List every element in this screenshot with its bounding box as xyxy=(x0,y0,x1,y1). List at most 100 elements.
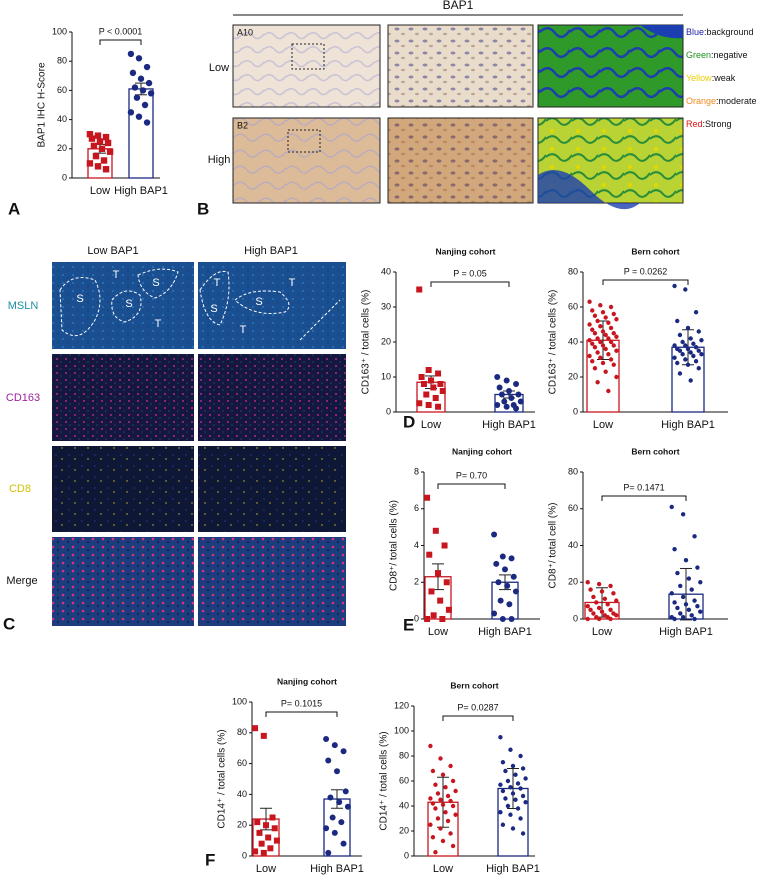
region-outline xyxy=(234,290,290,314)
y-axis-label: CD163⁺ / total cells (%) xyxy=(361,290,372,395)
data-point xyxy=(608,583,613,589)
data-point xyxy=(515,781,521,786)
data-point xyxy=(585,603,590,609)
data-point xyxy=(260,732,267,739)
data-point xyxy=(689,613,694,618)
data-point xyxy=(450,778,456,784)
data-point xyxy=(106,148,114,155)
data-point xyxy=(271,825,278,832)
data-point xyxy=(437,381,444,387)
data-point xyxy=(596,581,602,587)
chart-title: Nanjing cohort xyxy=(452,446,512,456)
row-label: CD8 xyxy=(9,483,31,495)
data-point xyxy=(500,822,506,827)
panel-letter: B xyxy=(197,199,209,218)
chart: Nanjing cohort 0 2 4 6 8 CD8⁺/ total cells (%)… xyxy=(389,446,540,638)
p-value: P < 0.0001 xyxy=(99,26,143,36)
if-image xyxy=(52,537,194,626)
data-point xyxy=(587,338,592,343)
panel-header: BAP1 xyxy=(443,0,474,12)
y-tick-label: 0 xyxy=(573,613,578,623)
data-point xyxy=(678,611,683,616)
data-point xyxy=(680,512,686,517)
row-label: CD163 xyxy=(6,392,40,404)
y-tick-label: 60 xyxy=(399,775,409,785)
data-point xyxy=(587,322,592,327)
data-point xyxy=(512,588,519,595)
chart: Nanjing cohort 0 20 40 60 80 100 CD14⁺ / total … xyxy=(217,676,364,875)
region-label: S xyxy=(210,303,217,315)
data-point xyxy=(677,348,683,353)
data-point xyxy=(439,388,446,394)
row-label: MSLN xyxy=(8,300,39,312)
data-point xyxy=(698,580,703,585)
region-outline xyxy=(111,290,142,323)
data-point xyxy=(672,283,677,289)
data-point xyxy=(505,803,511,809)
data-point xyxy=(692,616,697,622)
y-tick-label: 100 xyxy=(52,26,67,36)
data-point xyxy=(520,766,526,771)
data-point xyxy=(672,600,677,605)
data-point xyxy=(325,757,332,764)
x-tick-label: Low xyxy=(428,626,448,638)
data-point xyxy=(267,845,274,852)
data-point xyxy=(510,763,516,769)
data-point xyxy=(438,797,443,802)
y-tick-label: 0 xyxy=(62,172,67,182)
data-point xyxy=(693,359,699,364)
data-point xyxy=(433,806,438,811)
x-tick-label: Low xyxy=(256,863,276,875)
region-outline xyxy=(299,299,341,341)
significance-bracket xyxy=(265,711,338,717)
data-point xyxy=(131,84,139,91)
data-point xyxy=(685,346,691,352)
error-bar xyxy=(331,789,343,809)
data-point xyxy=(98,145,106,152)
data-point xyxy=(614,598,619,603)
data-point xyxy=(614,317,619,322)
legend-desc: :Strong xyxy=(703,119,732,129)
data-point xyxy=(594,600,599,605)
data-point xyxy=(614,348,619,353)
data-point xyxy=(102,166,110,173)
data-point xyxy=(672,343,677,348)
y-tick-label: 6 xyxy=(414,503,419,513)
data-point xyxy=(606,336,611,341)
data-point xyxy=(127,50,135,58)
data-point xyxy=(102,133,110,141)
y-tick-label: 60 xyxy=(237,758,247,768)
significance-bracket xyxy=(602,279,689,285)
data-point xyxy=(523,776,528,781)
data-point xyxy=(424,616,431,622)
data-point xyxy=(590,327,595,332)
sample-id: B2 xyxy=(237,120,248,130)
data-point xyxy=(416,286,423,293)
data-point xyxy=(443,785,448,790)
data-point xyxy=(689,587,694,592)
data-point xyxy=(608,607,613,613)
zoom-box xyxy=(291,43,325,70)
data-point xyxy=(90,142,98,150)
data-point xyxy=(611,311,616,317)
data-point xyxy=(675,360,680,366)
data-point xyxy=(606,352,611,357)
data-point xyxy=(453,812,458,817)
data-point xyxy=(430,612,437,619)
data-point xyxy=(588,607,593,613)
data-point xyxy=(688,350,693,355)
y-axis-label: BAP1 IHC H-Score xyxy=(37,62,48,147)
data-point xyxy=(497,597,504,604)
data-point xyxy=(688,336,693,341)
data-point xyxy=(494,402,501,408)
y-tick-label: 30 xyxy=(381,301,391,311)
data-point xyxy=(515,806,521,811)
data-point xyxy=(428,377,434,384)
data-point xyxy=(448,798,453,804)
y-axis-label: CD8⁺/ total cell (%) xyxy=(548,503,559,589)
ihc-map xyxy=(537,24,684,108)
chart-title: Nanjing cohort xyxy=(436,246,496,256)
data-point xyxy=(323,825,330,832)
if-image xyxy=(52,354,194,441)
data-point xyxy=(699,338,704,343)
